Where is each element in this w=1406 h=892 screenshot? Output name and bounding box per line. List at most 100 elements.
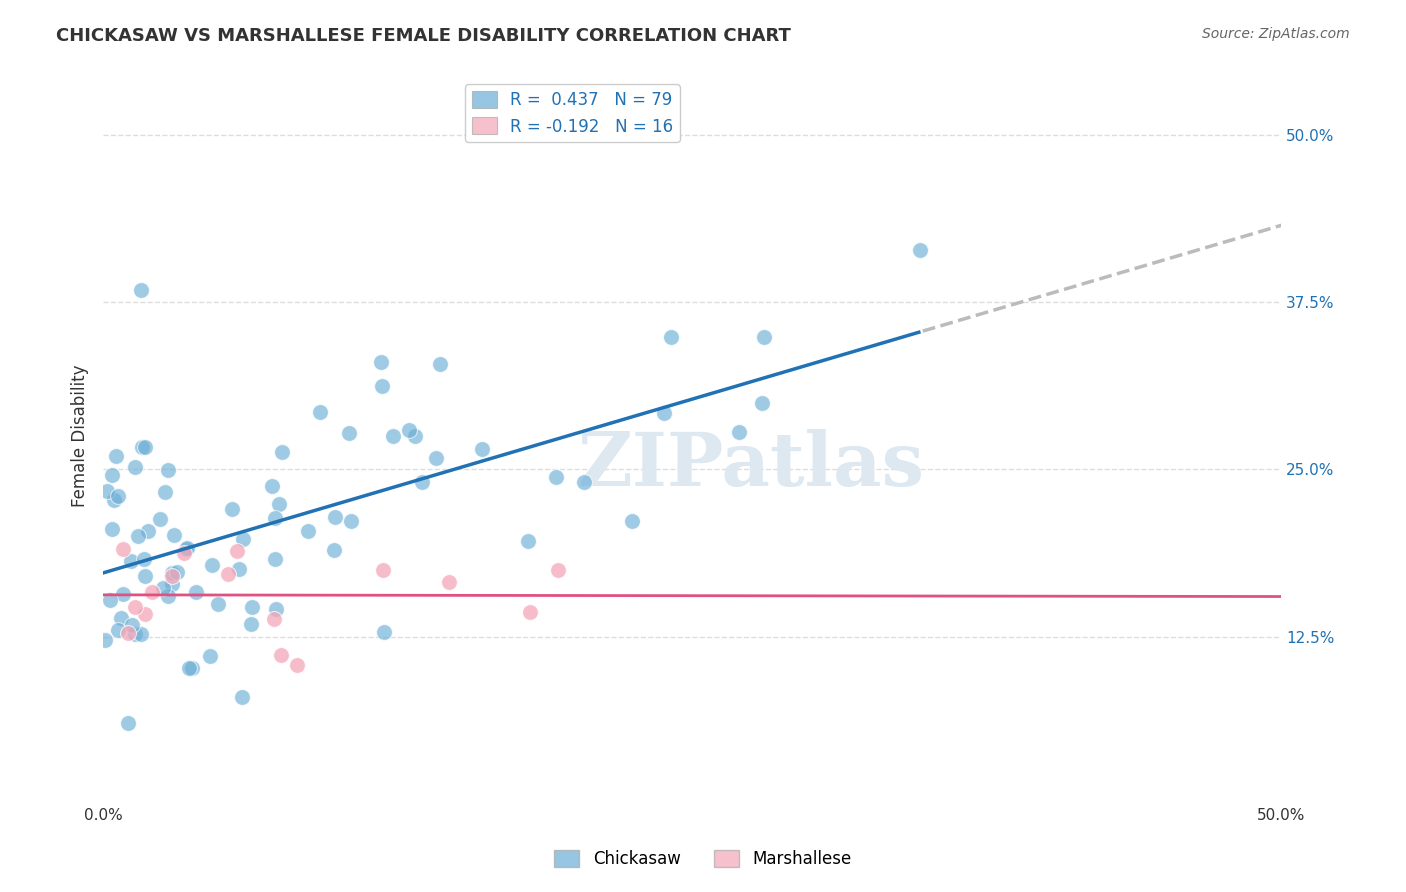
Point xyxy=(221,502,243,516)
Point xyxy=(149,512,172,526)
Point xyxy=(516,533,538,548)
Point xyxy=(110,611,132,625)
Point xyxy=(117,625,139,640)
Point xyxy=(120,554,142,568)
Point xyxy=(323,509,346,524)
Point xyxy=(179,661,201,675)
Point xyxy=(382,429,405,443)
Point xyxy=(104,450,127,464)
Point xyxy=(297,524,319,538)
Point xyxy=(198,649,221,664)
Point xyxy=(101,522,124,536)
Point xyxy=(111,541,134,556)
Point xyxy=(141,585,163,599)
Point xyxy=(162,527,184,541)
Point xyxy=(471,442,494,457)
Point xyxy=(94,632,117,647)
Point xyxy=(121,617,143,632)
Point xyxy=(124,599,146,614)
Text: ZIPatlas: ZIPatlas xyxy=(578,429,925,502)
Text: CHICKASAW VS MARSHALLESE FEMALE DISABILITY CORRELATION CHART: CHICKASAW VS MARSHALLESE FEMALE DISABILI… xyxy=(56,27,792,45)
Point xyxy=(131,440,153,454)
Point xyxy=(425,450,447,465)
Point xyxy=(127,528,149,542)
Point xyxy=(439,575,461,590)
Point xyxy=(659,329,682,343)
Point xyxy=(752,330,775,344)
Point xyxy=(134,552,156,566)
Point xyxy=(429,357,451,371)
Point xyxy=(207,597,229,611)
Point xyxy=(180,661,202,675)
Point xyxy=(136,524,159,538)
Point xyxy=(152,582,174,596)
Point xyxy=(228,562,250,576)
Point xyxy=(160,566,183,580)
Point xyxy=(323,543,346,558)
Point xyxy=(134,441,156,455)
Point xyxy=(173,546,195,560)
Point xyxy=(751,396,773,410)
Legend: Chickasaw, Marshallese: Chickasaw, Marshallese xyxy=(548,843,858,875)
Point xyxy=(652,406,675,420)
Point xyxy=(547,563,569,577)
Point xyxy=(201,558,224,573)
Point xyxy=(160,577,183,591)
Point xyxy=(264,510,287,524)
Point xyxy=(411,475,433,490)
Point xyxy=(96,483,118,498)
Point xyxy=(232,532,254,546)
Point xyxy=(620,514,643,528)
Point xyxy=(270,444,292,458)
Point xyxy=(239,617,262,632)
Point xyxy=(544,470,567,484)
Point xyxy=(103,492,125,507)
Point xyxy=(124,459,146,474)
Point xyxy=(160,568,183,582)
Point xyxy=(519,605,541,619)
Text: Source: ZipAtlas.com: Source: ZipAtlas.com xyxy=(1202,27,1350,41)
Point xyxy=(263,612,285,626)
Point xyxy=(240,600,263,615)
Point xyxy=(370,355,392,369)
Point xyxy=(398,423,420,437)
Point xyxy=(285,658,308,673)
Point xyxy=(337,425,360,440)
Point xyxy=(166,565,188,579)
Point xyxy=(129,283,152,297)
Point xyxy=(107,624,129,638)
Point xyxy=(131,627,153,641)
Point xyxy=(157,462,180,476)
Point xyxy=(340,514,363,528)
Point xyxy=(124,626,146,640)
Point xyxy=(373,563,395,577)
Point xyxy=(269,497,291,511)
Point xyxy=(266,601,288,615)
Point xyxy=(155,485,177,500)
Point xyxy=(101,467,124,482)
Point xyxy=(117,716,139,731)
Point xyxy=(371,379,394,393)
Point xyxy=(157,589,180,603)
Point xyxy=(225,544,247,558)
Point xyxy=(111,587,134,601)
Point xyxy=(134,607,156,621)
Point xyxy=(727,425,749,440)
Point xyxy=(134,569,156,583)
Point xyxy=(373,625,395,640)
Point xyxy=(231,690,253,704)
Point xyxy=(264,551,287,566)
Legend: R =  0.437   N = 79, R = -0.192   N = 16: R = 0.437 N = 79, R = -0.192 N = 16 xyxy=(465,84,679,142)
Point xyxy=(404,429,426,443)
Point xyxy=(184,585,207,599)
Point xyxy=(270,648,292,663)
Point xyxy=(262,479,284,493)
Point xyxy=(217,567,239,582)
Y-axis label: Female Disability: Female Disability xyxy=(72,365,89,508)
Point xyxy=(309,405,332,419)
Point xyxy=(107,489,129,503)
Point xyxy=(572,475,595,489)
Point xyxy=(98,592,121,607)
Point xyxy=(908,243,931,257)
Point xyxy=(176,542,198,557)
